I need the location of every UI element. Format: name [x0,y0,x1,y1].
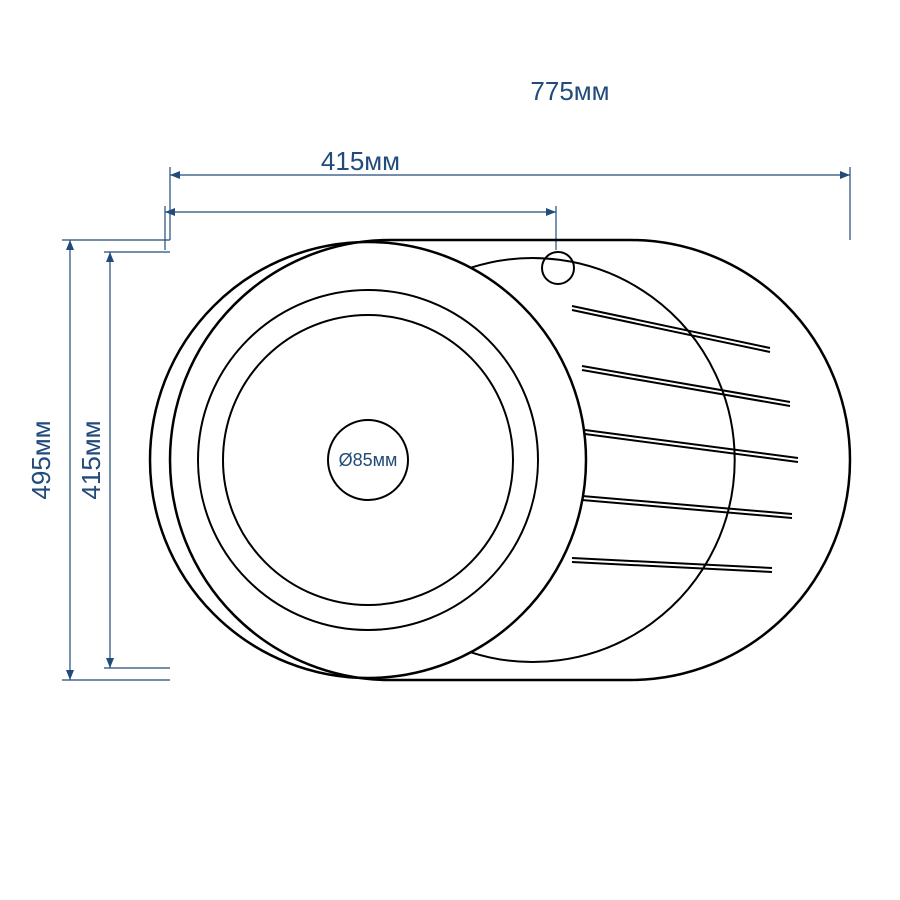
drain-rib-0b [572,310,770,352]
tap-hole [542,252,574,284]
drain-rib-2a [585,430,798,458]
drain-rib-1a [582,366,790,402]
drainboard-inner-edge [471,258,735,662]
drain-rib-1b [582,370,790,406]
dim-495-label: 495мм [26,420,56,499]
sink-outer-body [170,240,850,680]
drain-rib-2b [585,434,798,462]
dim-415h-label: 415мм [76,420,106,499]
drain-rib-3a [582,496,792,514]
sink-diagram: 775мм 415мм 495мм 415мм Ø85мм [0,0,900,900]
dim-415w-label: 415мм [321,146,400,176]
drain-rib-3b [582,500,792,518]
drain-label: Ø85мм [339,450,398,470]
dim-775-label: 775мм [530,76,609,106]
